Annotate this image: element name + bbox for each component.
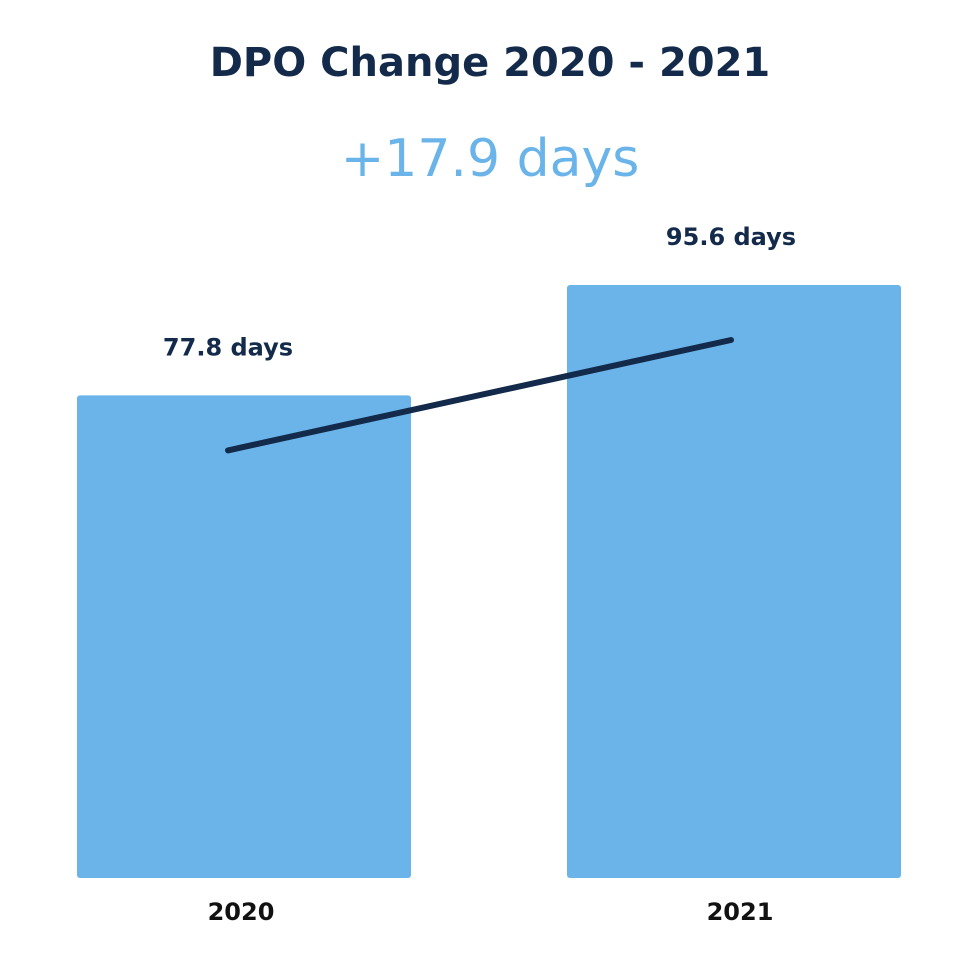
label-group: 77.8 days 2020 95.6 days 2021 — [163, 223, 796, 926]
bar-2020 — [77, 395, 411, 878]
category-label-2021: 2021 — [707, 898, 774, 926]
bar-group — [77, 285, 901, 878]
chart-title: DPO Change 2020 - 2021 — [210, 40, 771, 86]
category-label-2020: 2020 — [208, 898, 275, 926]
chart-subtitle: +17.9 days — [341, 129, 640, 189]
bar-2021 — [567, 285, 901, 878]
trend-line-group — [225, 337, 734, 454]
data-label-2021: 95.6 days — [666, 223, 796, 251]
data-label-2020: 77.8 days — [163, 333, 293, 361]
trend-line — [225, 337, 734, 454]
